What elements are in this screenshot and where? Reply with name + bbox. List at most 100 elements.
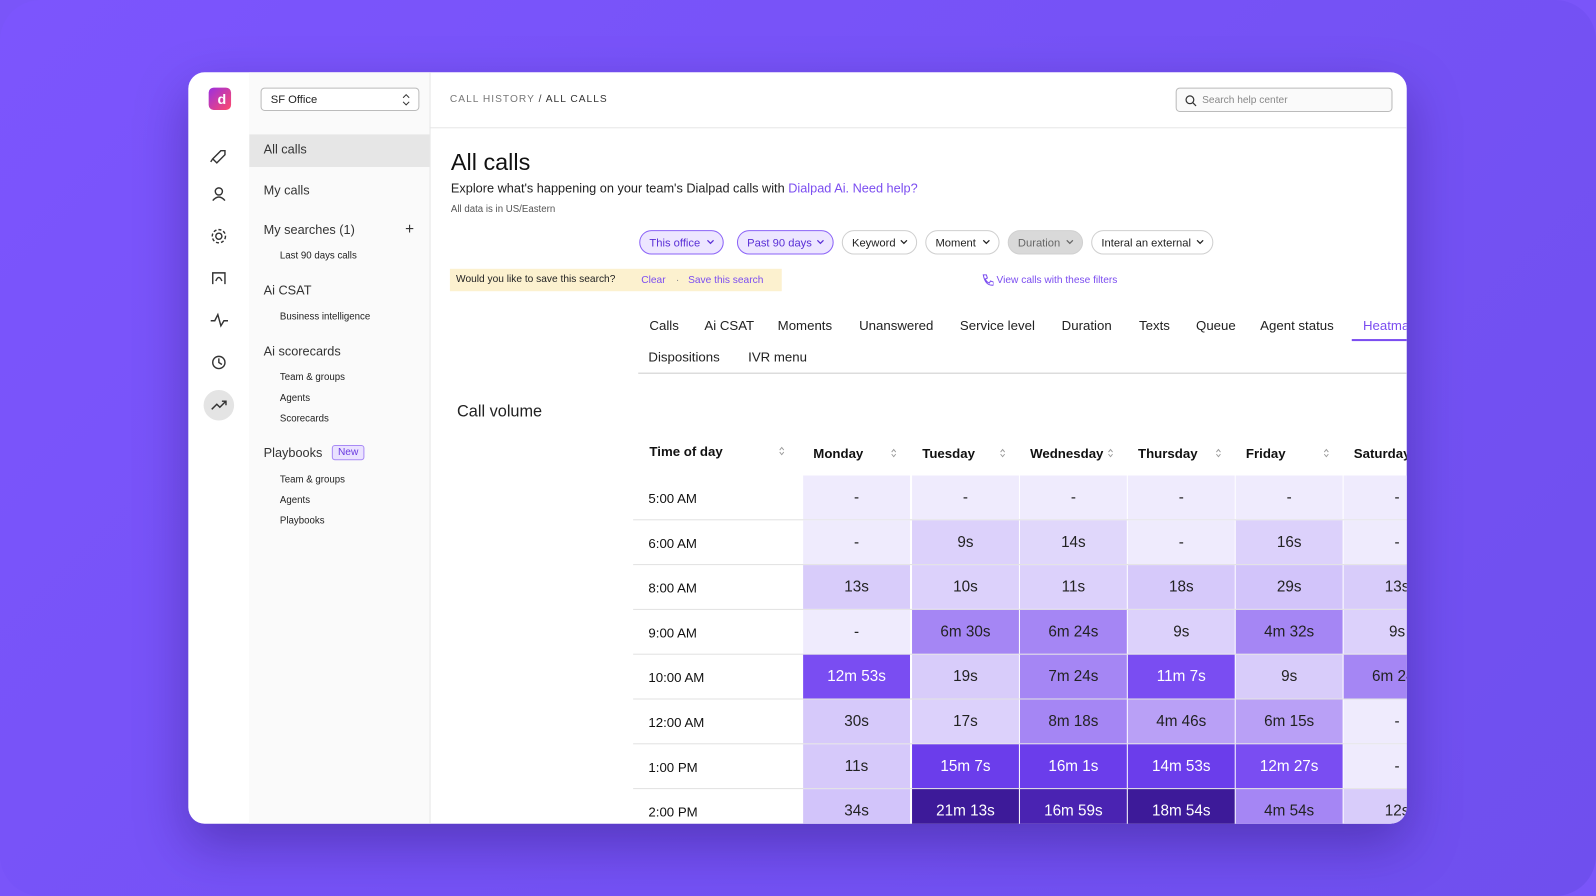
sort-icon[interactable] xyxy=(1107,448,1113,458)
filter-chip[interactable]: Moment xyxy=(925,230,1000,255)
cell-value: 10s xyxy=(953,578,978,596)
column-header[interactable]: Time of day xyxy=(649,443,723,460)
nav-item[interactable]: Team & groups xyxy=(279,371,345,383)
tab[interactable]: Dispositions xyxy=(648,349,720,365)
column-header[interactable]: Saturday xyxy=(1353,445,1407,462)
nav-item[interactable]: Agents xyxy=(279,393,311,405)
column-header[interactable]: Thursday xyxy=(1138,445,1198,462)
heatmap-cell: - xyxy=(912,475,1019,520)
nav-action[interactable]: + xyxy=(405,220,415,239)
cell-value: - xyxy=(1178,488,1184,507)
separator: · xyxy=(675,274,680,287)
filter-chip[interactable]: This office xyxy=(639,230,724,255)
tab[interactable]: Heatmaps xyxy=(1362,317,1407,333)
heatmap-cell: 9s xyxy=(1343,609,1407,654)
nav-item[interactable]: Playbooks xyxy=(263,445,323,461)
sort-icon[interactable] xyxy=(1323,448,1329,458)
row-divider xyxy=(633,743,1407,745)
nav-item[interactable]: Agents xyxy=(279,494,311,507)
nav-item[interactable]: Playbooks xyxy=(279,515,325,527)
cell-value: 7m 24s xyxy=(1048,667,1099,686)
cell-value: 29s xyxy=(1276,578,1302,596)
nav-item[interactable]: Ai scorecards xyxy=(263,344,341,359)
heatmap-cell: 11s xyxy=(803,744,911,789)
heatmap-cell: 6m 24s xyxy=(1343,654,1407,699)
nav-item[interactable]: My calls xyxy=(263,183,310,198)
column-header[interactable]: Wednesday xyxy=(1030,445,1104,462)
row-divider xyxy=(633,564,1407,566)
filter-chip[interactable]: Past 90 days xyxy=(736,230,834,255)
breadcrumb-current: ALL CALLS xyxy=(545,93,608,105)
filter-label: Interal an external xyxy=(1101,237,1192,250)
sort-icon[interactable] xyxy=(891,448,897,458)
save-link[interactable]: Save this search xyxy=(688,274,764,287)
breadcrumb: CALL HISTORY / ALL CALLS xyxy=(450,94,608,105)
heatmap-cell: 15m 7s xyxy=(912,744,1019,789)
heatmap-cell: - xyxy=(1235,475,1343,520)
tabs-divider xyxy=(638,372,1407,374)
cell-value: 6m 30s xyxy=(940,623,991,641)
chevron xyxy=(900,239,908,245)
heatmap-cell: 16m 1s xyxy=(1019,744,1127,789)
filter-label: Moment xyxy=(935,237,976,250)
heatmap-cell: 12m 27s xyxy=(1235,744,1343,789)
tab[interactable]: IVR menu xyxy=(748,349,808,365)
tab[interactable]: Ai CSAT xyxy=(704,317,755,333)
page-title: All calls xyxy=(450,148,531,176)
column-header[interactable]: Monday xyxy=(813,445,864,462)
cell-value: 4m 32s xyxy=(1264,623,1315,641)
heatmap-cell: - xyxy=(1127,520,1235,565)
tab[interactable]: Agent status xyxy=(1260,317,1334,333)
search-icon xyxy=(1185,95,1197,107)
tab[interactable]: Moments xyxy=(777,317,833,333)
filter-label: This office xyxy=(649,237,701,250)
help-search[interactable]: Search help center xyxy=(1175,87,1393,113)
tab[interactable]: Unanswered xyxy=(859,317,934,333)
clear-link[interactable]: Clear xyxy=(641,274,666,287)
new-badge: New xyxy=(331,444,365,461)
cell-value: 16s xyxy=(1276,533,1302,551)
time-label: 1:00 PM xyxy=(648,759,698,775)
cell-value: 11s xyxy=(1061,578,1086,596)
breadcrumb-separator: / xyxy=(538,93,543,105)
nav-item[interactable]: My searches (1) xyxy=(263,222,355,238)
heatmap-cell: 4m 46s xyxy=(1127,699,1235,744)
column-header[interactable]: Tuesday xyxy=(922,445,975,462)
tab[interactable]: Texts xyxy=(1139,317,1170,333)
heatmap-cell: 19s xyxy=(912,654,1019,699)
nav-item[interactable]: Ai CSAT xyxy=(263,283,312,298)
sort-icon[interactable] xyxy=(1000,448,1006,458)
cell-value: 4m 46s xyxy=(1156,712,1207,731)
cell-value: 34s xyxy=(844,802,869,820)
view-calls-link[interactable]: View calls with these filters xyxy=(996,274,1118,287)
nav-item[interactable]: Team & groups xyxy=(279,474,345,486)
heatmap-cell: 18s xyxy=(1127,565,1235,609)
description-text: Explore what's happening on your team's … xyxy=(450,181,785,196)
sort-icon[interactable] xyxy=(779,446,785,456)
nav-item[interactable]: All calls xyxy=(263,142,307,157)
nav-item[interactable]: Last 90 days calls xyxy=(279,250,357,262)
row-divider xyxy=(633,788,1407,790)
tab[interactable]: Calls xyxy=(649,317,679,333)
heatmap-cell: 11m 7s xyxy=(1127,654,1235,699)
ai-link[interactable]: Dialpad Ai. xyxy=(788,181,850,196)
nav-item[interactable]: Scorecards xyxy=(279,413,329,425)
tab[interactable]: Duration xyxy=(1061,317,1112,333)
chevron xyxy=(1196,239,1204,245)
tab[interactable]: Queue xyxy=(1196,317,1236,333)
column-header[interactable]: Friday xyxy=(1245,445,1286,462)
office-select[interactable]: SF Office xyxy=(260,87,420,111)
sort-icon[interactable] xyxy=(1215,448,1221,458)
heatmap-cell: 4m 32s xyxy=(1235,609,1343,654)
breadcrumb-item[interactable]: CALL HISTORY xyxy=(449,93,535,105)
nav-item[interactable]: Business intelligence xyxy=(279,311,371,323)
heatmap-cell: - xyxy=(1019,475,1127,520)
heatmap-cell: 17s xyxy=(912,699,1019,744)
cell-value: 9s xyxy=(1281,667,1298,686)
help-link[interactable]: Need help? xyxy=(852,181,918,196)
tab[interactable]: Service level xyxy=(959,317,1035,333)
filter-chip[interactable]: Interal an external xyxy=(1091,230,1214,255)
filter-chip: Duration xyxy=(1007,230,1084,255)
filter-chip[interactable]: Keyword xyxy=(841,230,918,255)
